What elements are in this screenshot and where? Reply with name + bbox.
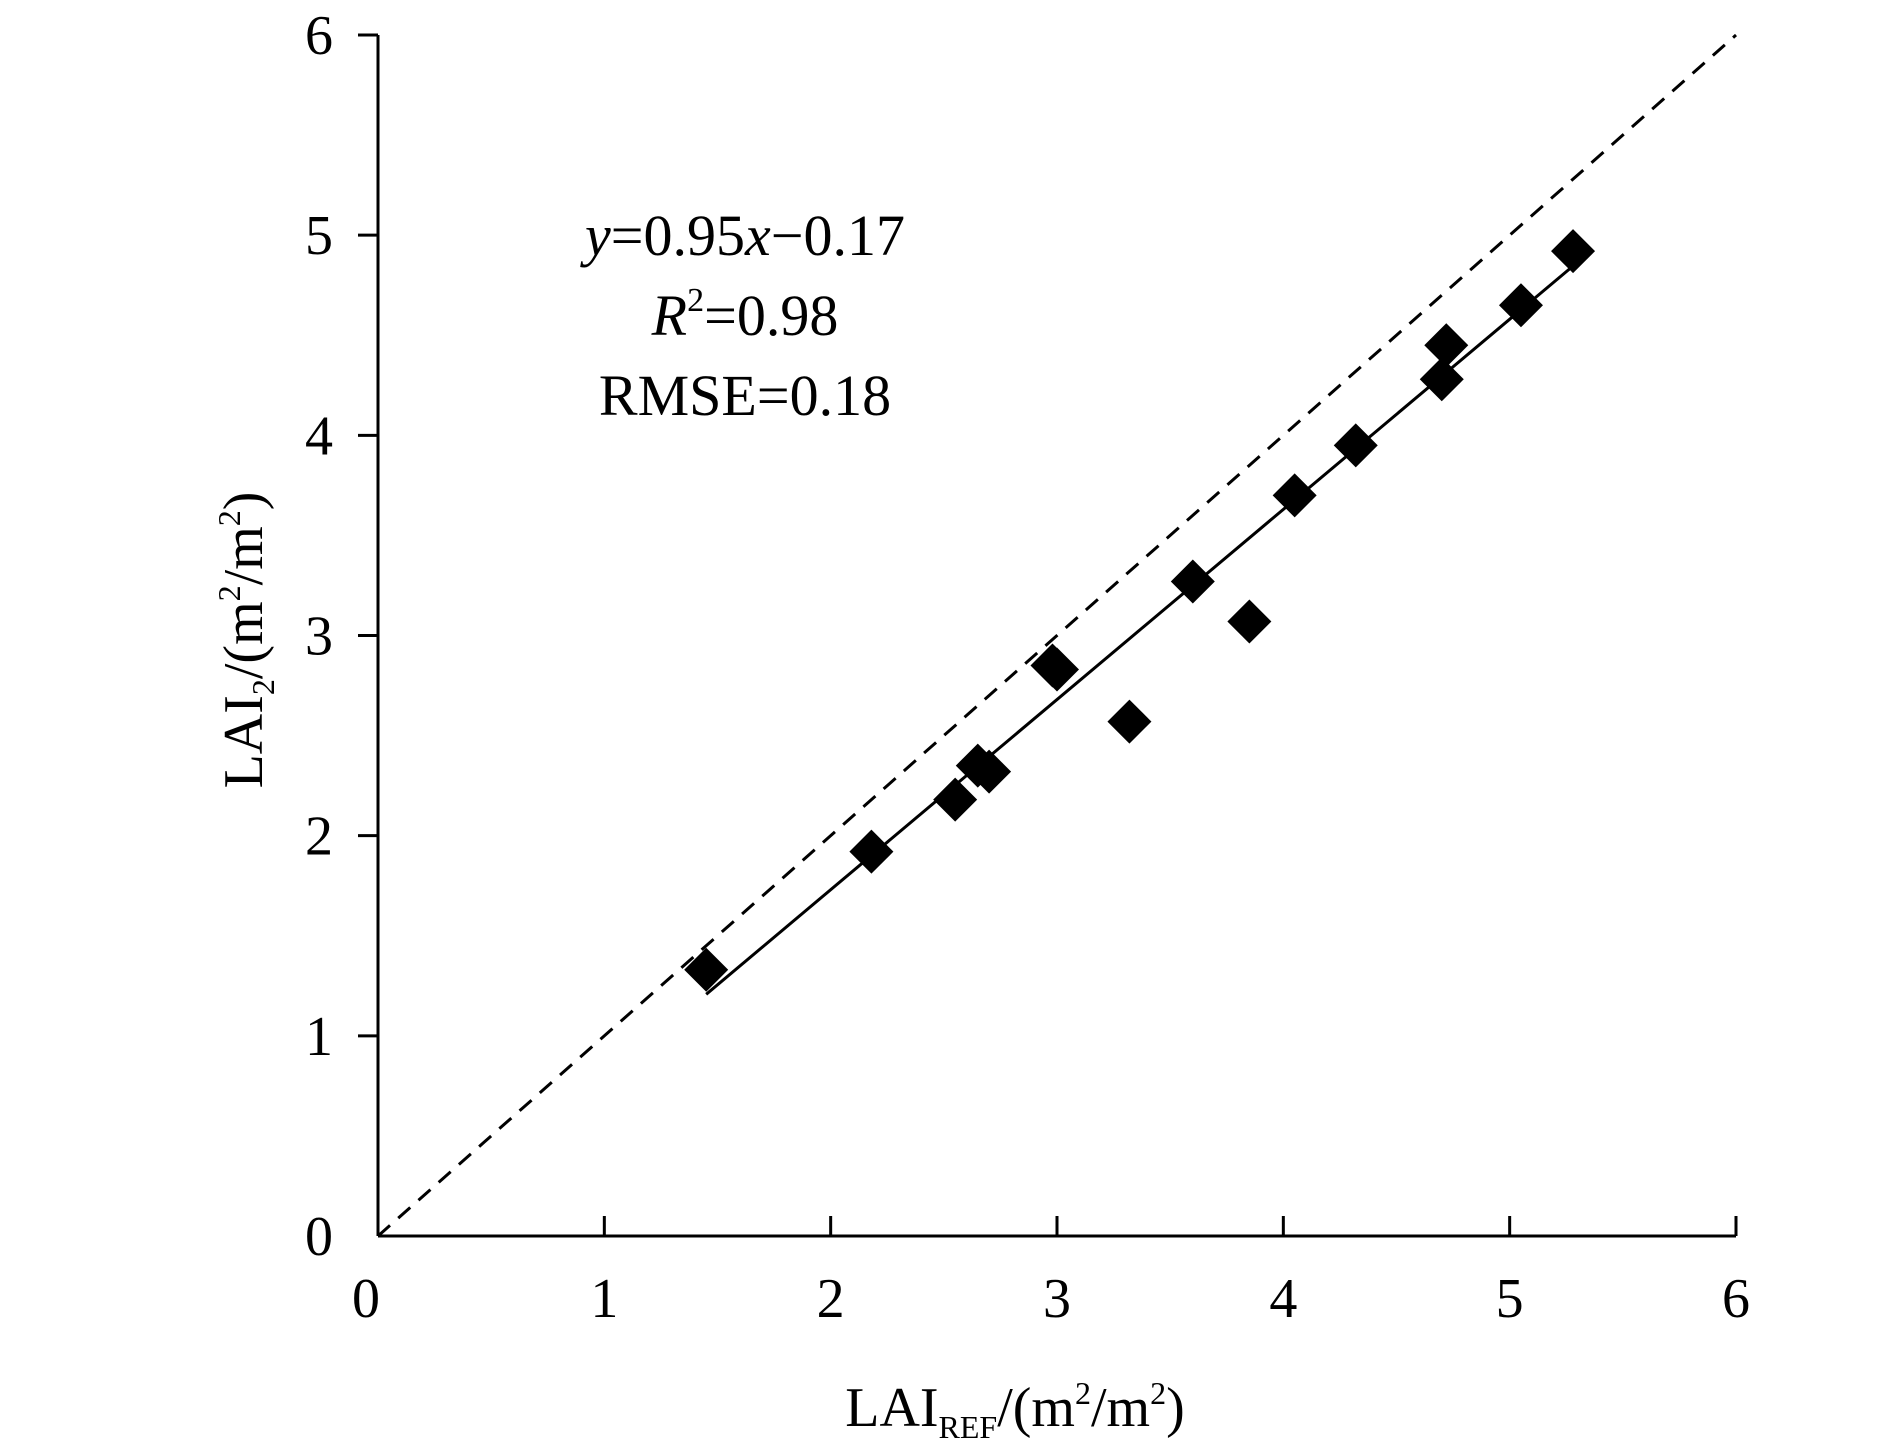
y-tick-label: 2 [305,806,333,868]
y-label-base: LAI [213,695,275,788]
data-points [684,229,1596,992]
one-to-one-reference-line [377,33,1737,1238]
r-symbol: R [651,283,687,348]
x-label-sup2: 2 [1150,1375,1166,1411]
x-axis-ticks: 0 1 2 3 4 5 6 [352,1216,1750,1330]
x-label-subscript: REF [939,1409,998,1441]
x-label-unit-prefix: /(m [997,1377,1075,1439]
data-point [1498,283,1543,328]
y-tick-label: 4 [305,405,333,467]
data-point [1272,473,1317,518]
data-point [684,947,729,992]
data-point [1227,599,1272,644]
y-axis-ticks: 0 1 2 3 4 5 6 [305,5,378,1268]
data-point [1035,647,1079,692]
y-label-sup2: 2 [211,510,247,526]
x-tick-label: 5 [1496,1268,1524,1330]
equation-y-symbol: y [580,203,611,268]
y-label-sup1: 2 [211,585,247,601]
y-tick-label: 6 [305,5,333,67]
equation-intercept: −0.17 [771,203,905,268]
x-label-base: LAI [845,1377,938,1439]
y-label-unit-mid: /m [213,526,275,585]
y-label-unit-prefix: /(m [213,601,275,679]
r-superscript: 2 [687,282,704,319]
x-tick-label: 0 [352,1268,380,1330]
data-point [849,829,894,874]
x-tick-label: 1 [590,1268,618,1330]
data-point [967,749,1012,794]
y-axis-label: LAI2/(m2/m2) [211,492,281,789]
y-tick-label: 1 [305,1006,333,1068]
data-point [1333,423,1378,468]
r-squared-value: =0.98 [704,283,838,348]
r-squared-label: R2=0.98 [651,282,839,348]
equation-x-symbol: x [744,203,771,268]
x-label-unit-suffix: ) [1166,1377,1185,1439]
x-tick-label: 2 [817,1268,845,1330]
data-point [1170,559,1215,604]
data-point [1551,229,1596,274]
x-tick-label: 4 [1269,1268,1297,1330]
x-tick-label: 6 [1722,1268,1750,1330]
rmse-label: RMSE=0.18 [599,363,891,428]
data-point [1107,699,1152,744]
y-tick-label: 0 [305,1206,333,1268]
y-label-unit-suffix: ) [213,492,275,511]
y-tick-label: 5 [305,205,333,267]
data-point [1419,357,1464,402]
y-label-subscript: 2 [245,679,281,695]
equation-slope: =0.95 [611,203,745,268]
x-label-sup1: 2 [1075,1375,1091,1411]
y-tick-label: 3 [305,606,333,668]
reference-line [377,33,1737,1238]
x-axis-label: LAIREF/(m2/m2) [845,1375,1185,1441]
x-label-unit-mid: /m [1091,1377,1150,1439]
data-point [1424,323,1469,368]
x-tick-label: 3 [1043,1268,1071,1330]
data-point [933,777,978,822]
regression-equation: y=0.95x−0.17 [580,203,905,268]
